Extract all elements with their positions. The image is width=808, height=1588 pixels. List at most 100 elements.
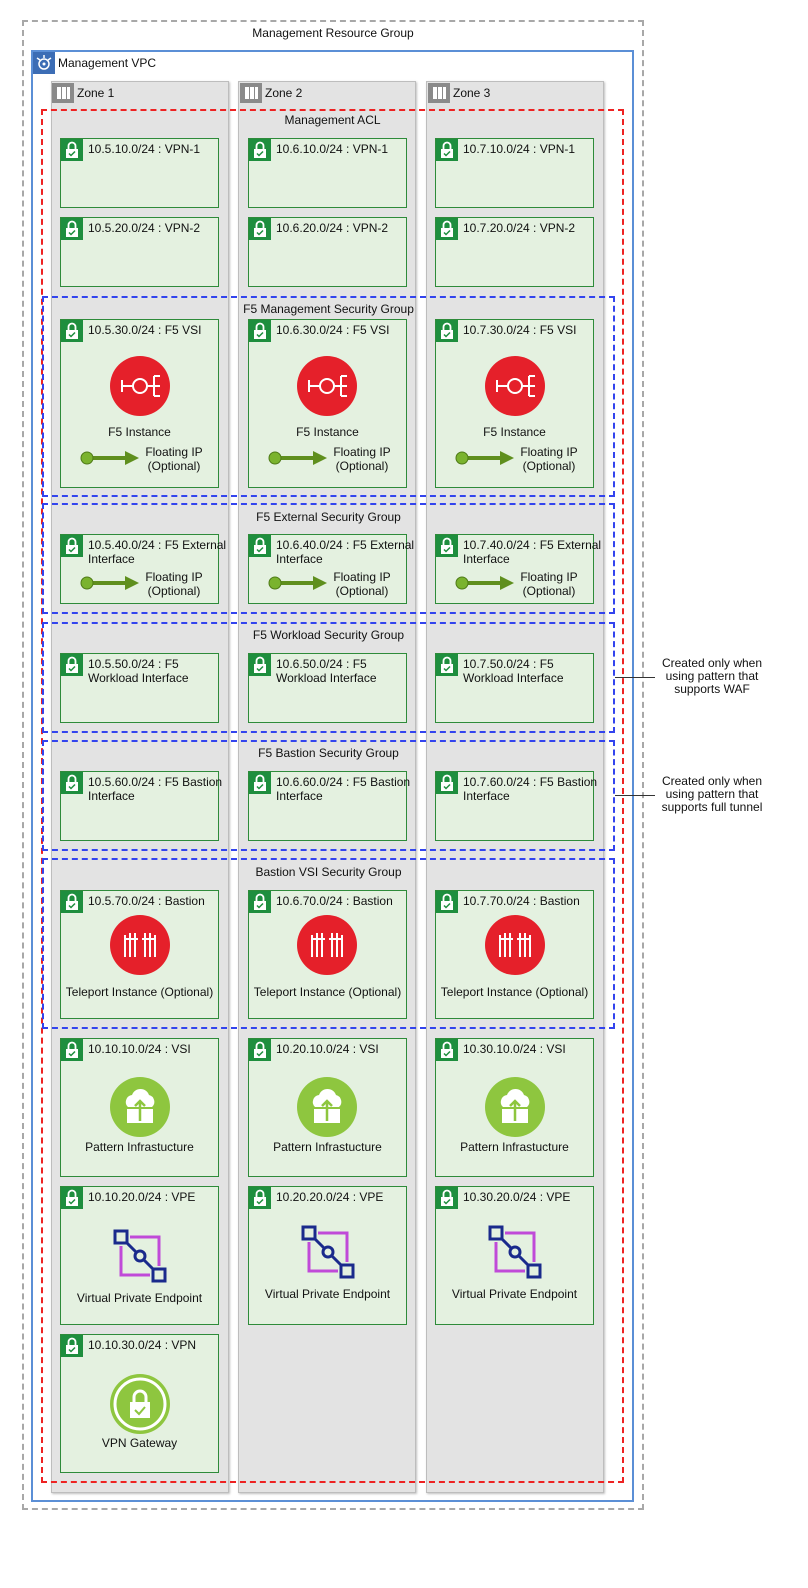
- floating-ip-label: Floating IP (Optional): [145, 445, 203, 473]
- subnet-vpn1: [60, 138, 219, 208]
- subnet-label: 10.10.20.0/24 : VPE: [88, 1190, 196, 1204]
- subnet-label: 10.7.70.0/24 : Bastion: [463, 894, 580, 908]
- teleport-label: Teleport Instance (Optional): [253, 985, 402, 999]
- f5-instance-label: F5 Instance: [296, 425, 359, 439]
- subnet-lock-icon: [249, 654, 271, 676]
- subnet-label: 10.7.50.0/24 : F5 Workload Interface: [463, 657, 564, 685]
- f5-external-security-group: [42, 503, 615, 614]
- subnet-lock-icon: [61, 218, 83, 240]
- floating-ip-arrow-icon: [454, 448, 516, 468]
- subnet-label: 10.30.10.0/24 : VSI: [463, 1042, 566, 1056]
- vpe-icon: [487, 1224, 543, 1280]
- subnet-label: 10.6.30.0/24 : F5 VSI: [276, 323, 390, 337]
- subnet-vpn2: [435, 217, 594, 287]
- floating-ip-arrow-icon: [454, 573, 516, 593]
- teleport-label: Teleport Instance (Optional): [440, 985, 589, 999]
- subnet-label: 10.5.20.0/24 : VPN-2: [88, 221, 201, 235]
- subnet-label: 10.7.10.0/24 : VPN-1: [463, 142, 576, 156]
- vpc-icon: [33, 52, 55, 74]
- f5-instance-icon: [485, 356, 545, 416]
- f5-instance-icon: [297, 356, 357, 416]
- floating-ip-label: Floating IP (Optional): [520, 445, 578, 473]
- resource-group-boundary: [22, 20, 644, 1510]
- subnet-f5-external: [435, 534, 594, 604]
- zone-title: Zone 1: [77, 86, 115, 100]
- subnet-label: 10.20.20.0/24 : VPE: [276, 1190, 384, 1204]
- subnet-lock-icon: [61, 139, 83, 161]
- vpe-icon: [300, 1224, 356, 1280]
- subnet-lock-icon: [436, 535, 458, 557]
- subnet-lock-icon: [61, 772, 83, 794]
- subnet-lock-icon: [249, 320, 271, 342]
- subnet-label: 10.10.10.0/24 : VSI: [88, 1042, 191, 1056]
- f5-instance-label: F5 Instance: [483, 425, 546, 439]
- vpe-label: Virtual Private Endpoint: [451, 1287, 578, 1301]
- floating-ip-arrow-icon: [267, 448, 329, 468]
- floating-ip-arrow-icon: [79, 448, 141, 468]
- zone-icon: [240, 83, 262, 103]
- pattern-label: Pattern Infrastucture: [273, 1140, 382, 1154]
- subnet-label: 10.6.70.0/24 : Bastion: [276, 894, 393, 908]
- subnet-vpn2: [60, 217, 219, 287]
- subnet-lock-icon: [249, 891, 271, 913]
- subnet-label: 10.7.30.0/24 : F5 VSI: [463, 323, 577, 337]
- subnet-lock-icon: [436, 654, 458, 676]
- subnet-vpe: [60, 1186, 219, 1325]
- subnet-lock-icon: [436, 218, 458, 240]
- subnet-label: 10.6.60.0/24 : F5 Bastion Interface: [276, 775, 411, 803]
- subnet-label: 10.5.60.0/24 : F5 Bastion Interface: [88, 775, 223, 803]
- subnet-f5-bastion: [248, 771, 407, 841]
- subnet-lock-icon: [61, 320, 83, 342]
- teleport-gate-icon: [485, 915, 545, 975]
- subnet-lock-icon: [249, 1187, 271, 1209]
- subnet-f5-workload: [435, 653, 594, 723]
- subnet-label: 10.6.10.0/24 : VPN-1: [276, 142, 389, 156]
- floating-ip-arrow-icon: [79, 573, 141, 593]
- subnet-lock-icon: [61, 891, 83, 913]
- subnet-label: 10.5.10.0/24 : VPN-1: [88, 142, 201, 156]
- subnet-label: 10.6.40.0/24 : F5 External Interface: [276, 538, 415, 566]
- teleport-label: Teleport Instance (Optional): [65, 985, 214, 999]
- f5-workload-security-group: [42, 622, 615, 733]
- subnet-label: 10.7.20.0/24 : VPN-2: [463, 221, 576, 235]
- resource-group-title: Management Resource Group: [252, 26, 414, 40]
- subnet-lock-icon: [436, 320, 458, 342]
- subnet-f5-external: [248, 534, 407, 604]
- zone-title: Zone 2: [265, 86, 303, 100]
- subnet-lock-icon: [61, 1335, 83, 1357]
- security-group-title: F5 Management Security Group: [243, 302, 414, 316]
- subnet-label: 10.30.20.0/24 : VPE: [463, 1190, 571, 1204]
- subnet-lock-icon: [61, 535, 83, 557]
- floating-ip-label: Floating IP (Optional): [333, 570, 391, 598]
- subnet-lock-icon: [436, 139, 458, 161]
- pattern-cloud-icon: [485, 1077, 545, 1137]
- pattern-cloud-icon: [297, 1077, 357, 1137]
- subnet-lock-icon: [61, 654, 83, 676]
- zone-title: Zone 3: [453, 86, 491, 100]
- subnet-lock-icon: [249, 139, 271, 161]
- subnet-lock-icon: [61, 1187, 83, 1209]
- security-group-title: F5 Workload Security Group: [252, 628, 405, 642]
- subnet-f5-bastion: [435, 771, 594, 841]
- pattern-cloud-icon: [110, 1077, 170, 1137]
- vpc-boundary: [31, 50, 634, 1502]
- subnet-label: 10.7.40.0/24 : F5 External Interface: [463, 538, 602, 566]
- subnet-label: 10.10.30.0/24 : VPN: [88, 1338, 197, 1352]
- subnet-lock-icon: [249, 535, 271, 557]
- subnet-vpn1: [435, 138, 594, 208]
- subnet-label: 10.5.40.0/24 : F5 External Interface: [88, 538, 227, 566]
- subnet-label: 10.5.50.0/24 : F5 Workload Interface: [88, 657, 189, 685]
- subnet-label: 10.7.60.0/24 : F5 Bastion Interface: [463, 775, 598, 803]
- f5-management-security-group: [42, 296, 615, 497]
- subnet-f5-bastion: [60, 771, 219, 841]
- subnet-label: 10.6.20.0/24 : VPN-2: [276, 221, 389, 235]
- floating-ip-label: Floating IP (Optional): [333, 445, 391, 473]
- subnet-label: 10.5.70.0/24 : Bastion: [88, 894, 205, 908]
- subnet-f5-workload: [60, 653, 219, 723]
- zone-icon: [52, 83, 74, 103]
- teleport-gate-icon: [297, 915, 357, 975]
- subnet-label: 10.6.50.0/24 : F5 Workload Interface: [276, 657, 377, 685]
- subnet-f5-workload: [248, 653, 407, 723]
- subnet-lock-icon: [249, 772, 271, 794]
- subnet-label: 10.20.10.0/24 : VSI: [276, 1042, 379, 1056]
